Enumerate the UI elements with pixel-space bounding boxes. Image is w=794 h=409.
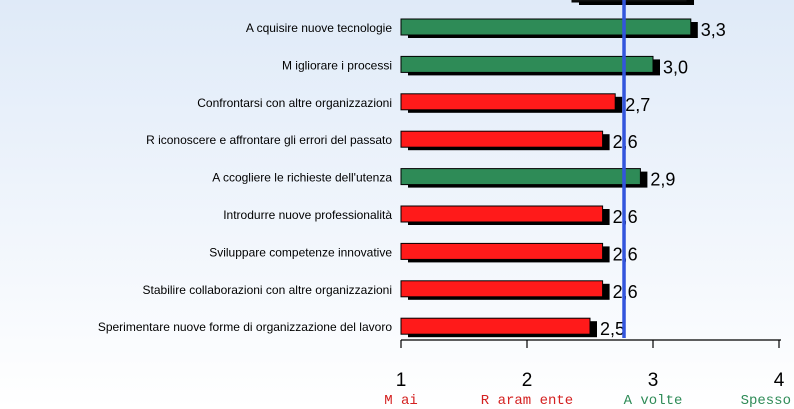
bar xyxy=(400,130,604,148)
category-label: A cquisire nuove tecnologie xyxy=(246,21,392,35)
bar xyxy=(400,317,591,335)
category-label: R iconoscere e affrontare gli errori del… xyxy=(146,133,392,147)
x-tick-label: 2 xyxy=(522,370,533,391)
bar xyxy=(400,55,654,73)
bar xyxy=(400,280,604,298)
bar xyxy=(400,168,641,186)
category-label: A ccogliere le richieste dell'utenza xyxy=(212,171,392,185)
x-tick-word: Spesso xyxy=(741,393,791,409)
value-label: 3,0 xyxy=(663,57,688,77)
bar xyxy=(400,205,604,223)
value-label: 3,3 xyxy=(701,20,726,40)
x-tick-label: 1 xyxy=(396,370,407,391)
value-label: 2,9 xyxy=(650,170,675,190)
x-tick-word: A volte xyxy=(624,393,683,409)
category-label: Sperimentare nuove forme di organizzazio… xyxy=(98,320,392,334)
x-tick-label: 4 xyxy=(774,370,785,391)
category-label: Confrontarsi con altre organizzazioni xyxy=(197,96,392,110)
x-tick-label: 3 xyxy=(648,370,659,391)
partial-bar xyxy=(571,0,688,3)
bar xyxy=(400,93,616,111)
x-tick-word: R aram ente xyxy=(481,393,573,409)
bar xyxy=(400,242,604,260)
category-label: Stabilire collaborazioni con altre organ… xyxy=(143,283,392,297)
category-label: M igliorare i processi xyxy=(282,58,392,72)
bar xyxy=(400,18,692,36)
x-tick-word: M ai xyxy=(384,393,418,409)
category-label: Sviluppare competenze innovative xyxy=(209,245,392,259)
category-label: Introdurre nuove professionalità xyxy=(223,208,392,222)
value-label: 2,5 xyxy=(600,319,625,339)
value-label: 2,7 xyxy=(625,95,650,115)
